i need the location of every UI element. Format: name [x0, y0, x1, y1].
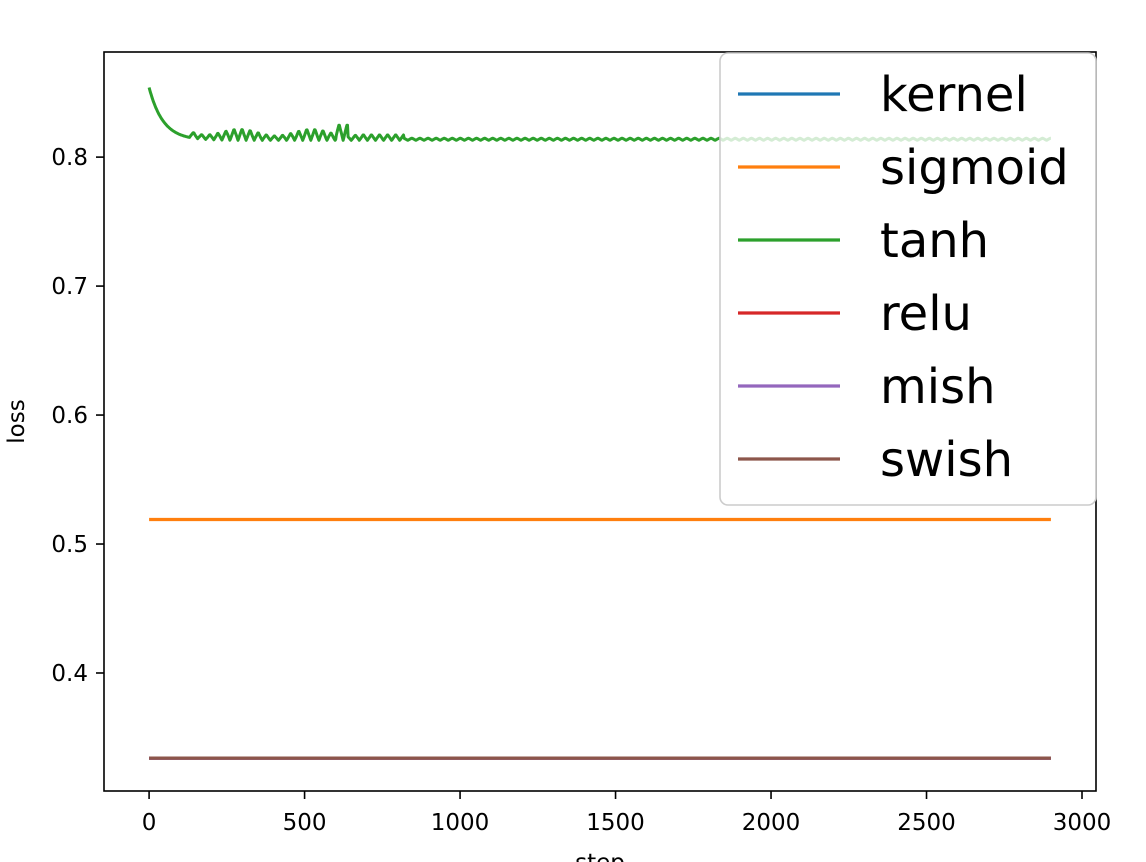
x-tick-label: 3000: [1053, 810, 1112, 836]
x-tick-label: 2500: [897, 810, 956, 836]
ticks-layer: 0 500 1000 1500 2000 2500 3000 0.4 0.5 0.6 0.7 0.8: [51, 145, 1111, 836]
legend-label-kernel: kernel: [880, 67, 1028, 123]
series-layer: [147, 87, 1052, 760]
y-tick-label: 0.6: [51, 403, 88, 429]
x-tick-label: 1500: [586, 810, 645, 836]
y-tick-label: 0.4: [51, 661, 88, 687]
y-tick-label: 0.8: [51, 145, 88, 171]
x-tick-label: 2000: [742, 810, 801, 836]
legend-label-tanh: tanh: [880, 213, 989, 269]
legend-label-relu: relu: [880, 286, 972, 342]
legend-label-swish: swish: [880, 432, 1013, 488]
y-tick-label: 0.7: [51, 274, 88, 300]
x-tick-label: 0: [142, 810, 157, 836]
y-tick-label: 0.5: [51, 532, 88, 558]
x-tick-label: 1000: [431, 810, 490, 836]
x-tick-label: 500: [283, 810, 327, 836]
legend-label-sigmoid: sigmoid: [880, 140, 1069, 196]
y-axis-label: loss: [4, 399, 30, 443]
legend: kernel sigmoid tanh relu mish swish: [719, 52, 1097, 506]
legend-label-mish: mish: [880, 359, 996, 415]
x-axis-label: step: [575, 850, 625, 862]
